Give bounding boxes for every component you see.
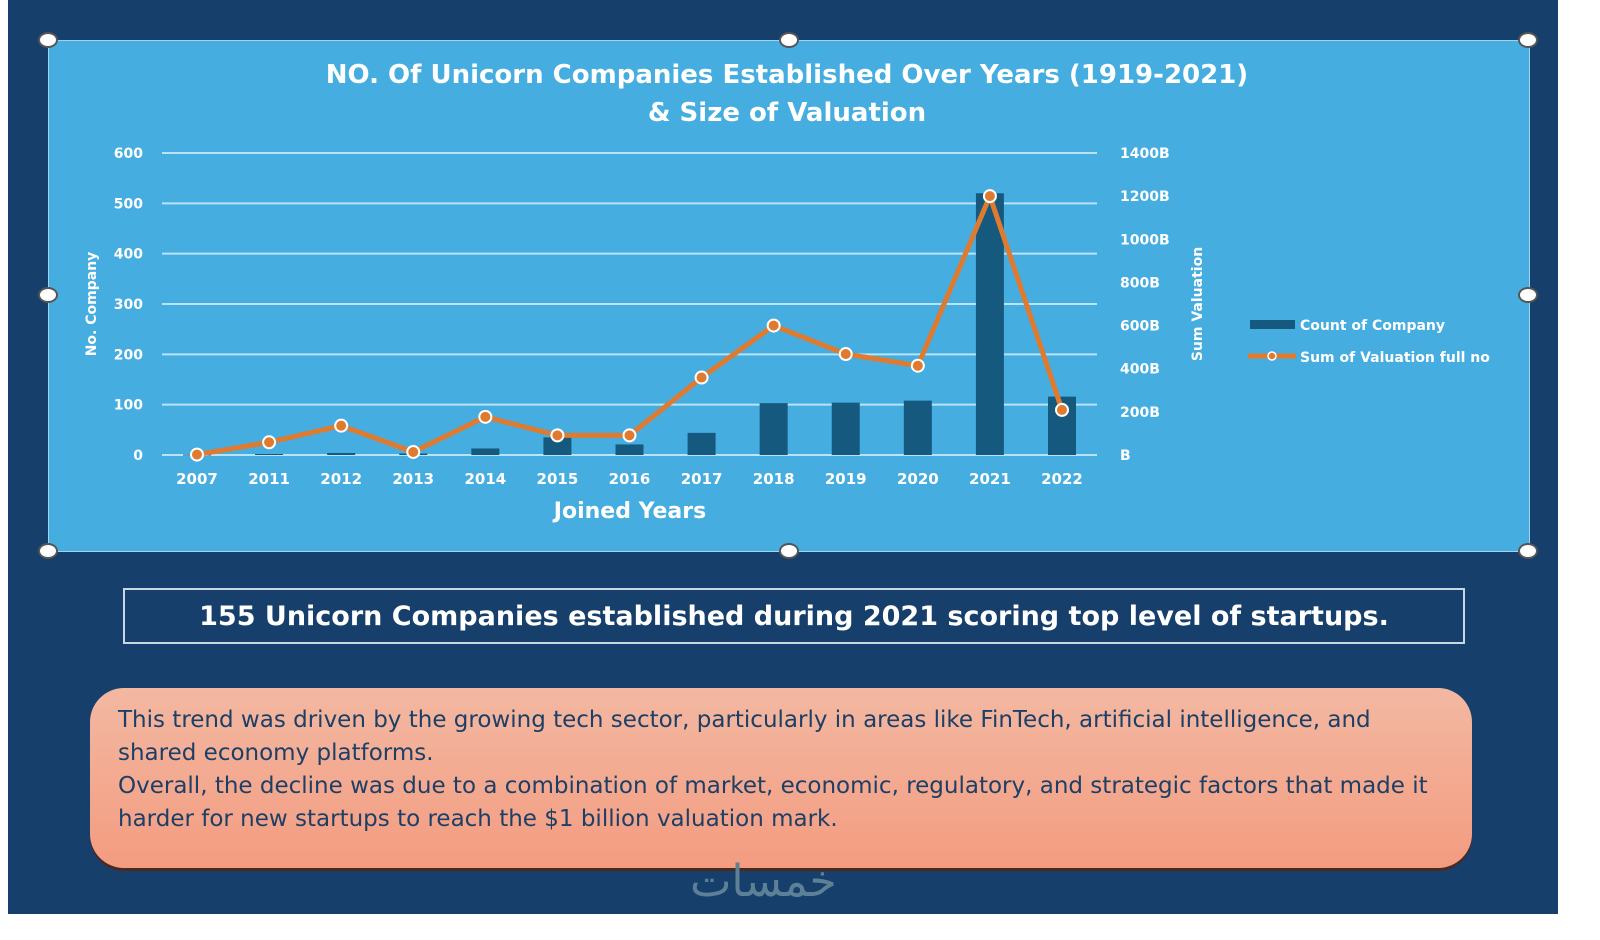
resize-handle[interactable] (779, 32, 799, 48)
legend-label-count: Count of Company (1300, 318, 1445, 334)
bar (327, 452, 356, 455)
bar (687, 432, 716, 455)
x-tick-label: 2022 (1041, 470, 1083, 488)
line-point (406, 444, 421, 459)
x-tick-label: 2014 (464, 470, 506, 488)
line-point (766, 318, 781, 333)
line-point (1055, 402, 1069, 417)
x-tick-label: 2012 (320, 470, 362, 488)
bar (543, 437, 572, 455)
y2-tick-label: 1000B (1120, 232, 1170, 248)
resize-handle[interactable] (1518, 287, 1538, 303)
chart-panel[interactable] (48, 40, 1530, 552)
line-point (478, 409, 493, 424)
legend-swatch-bar (1250, 320, 1295, 329)
x-tick-label: 2018 (753, 470, 795, 488)
note-paragraph-2: Overall, the decline was due to a combin… (118, 773, 1428, 832)
line-point (982, 189, 997, 204)
line-point (550, 428, 565, 443)
resize-handle[interactable] (38, 287, 58, 303)
y2-tick-label: 1400B (1120, 146, 1170, 162)
resize-handle[interactable] (1518, 32, 1538, 48)
chart-subtitle: & Size of Valuation (648, 98, 926, 128)
x-tick-label: 2021 (969, 470, 1011, 488)
y2-tick-label: 600B (1120, 319, 1160, 335)
y-tick-label: 300 (114, 297, 143, 313)
chart-title: NO. Of Unicorn Companies Established Ove… (326, 60, 1248, 90)
bar (615, 444, 644, 455)
y-tick-label: 400 (114, 247, 143, 263)
x-tick-label: 2011 (248, 470, 290, 488)
y-tick-label: 200 (114, 347, 143, 363)
y-tick-label: 600 (114, 146, 143, 162)
headline-box: 155 Unicorn Companies established during… (123, 588, 1465, 644)
line-point (622, 428, 637, 443)
x-tick-label: 2017 (681, 470, 723, 488)
y2-tick-label: 1200B (1120, 189, 1170, 205)
note-paragraph-1: This trend was driven by the growing tec… (118, 707, 1371, 766)
y2-tick-label: 200B (1120, 405, 1160, 421)
x-tick-label: 2013 (392, 470, 434, 488)
bar (831, 402, 860, 455)
y2-axis-label: Sum Valuation (1190, 247, 1206, 361)
x-tick-label: 2020 (897, 470, 939, 488)
y2-tick-label: 400B (1120, 362, 1160, 378)
legend-label-valuation: Sum of Valuation full no (1300, 350, 1490, 366)
y-tick-label: 0 (133, 448, 143, 464)
watermark-logo: خمسات (690, 856, 837, 907)
headline-text: 155 Unicorn Companies established during… (199, 600, 1389, 632)
line-point (262, 435, 277, 450)
line-point (694, 370, 709, 385)
legend-marker (1267, 351, 1277, 361)
y2-tick-label: B (1120, 448, 1131, 464)
y2-tick-label: 800B (1120, 275, 1160, 291)
y-tick-label: 100 (114, 398, 143, 414)
line-point (910, 358, 925, 373)
line-point (838, 347, 853, 362)
resize-handle[interactable] (38, 32, 58, 48)
bar (255, 453, 284, 455)
line-point (334, 418, 349, 433)
bar (903, 400, 932, 455)
x-tick-label: 2016 (609, 470, 651, 488)
x-tick-label: 2015 (537, 470, 579, 488)
resize-handle[interactable] (779, 543, 799, 559)
bar (759, 403, 788, 455)
resize-handle[interactable] (38, 543, 58, 559)
line-point (190, 447, 204, 462)
x-tick-label: 2007 (176, 470, 218, 488)
y-tick-label: 500 (114, 196, 143, 212)
bar (975, 193, 1004, 455)
x-tick-label: 2019 (825, 470, 867, 488)
x-axis-label: Joined Years (552, 499, 706, 524)
resize-handle[interactable] (1518, 543, 1538, 559)
valuation-line (196, 193, 1065, 458)
note-box: This trend was driven by the growing tec… (90, 688, 1472, 868)
bar (471, 448, 500, 455)
y-axis-label: No. Company (84, 252, 100, 357)
